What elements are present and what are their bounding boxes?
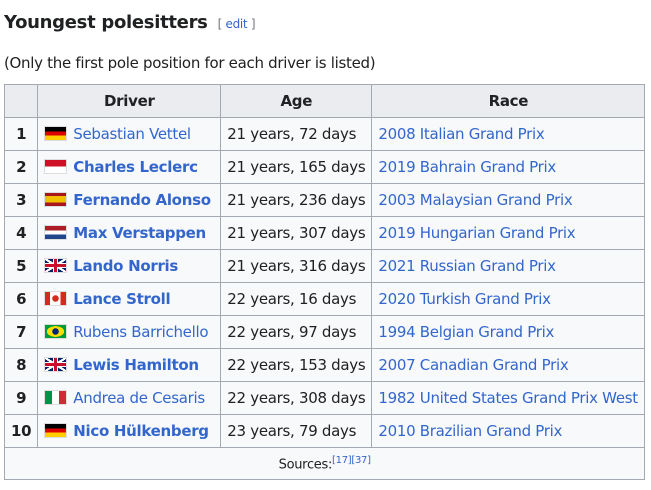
germany-flag-icon (44, 423, 68, 438)
sources-row: Sources:[17][37] (3, 447, 646, 480)
bracket: [ (217, 17, 226, 31)
header-age: Age (220, 84, 373, 118)
race-link[interactable]: 2008 Italian Grand Prix (378, 125, 545, 143)
driver-link[interactable]: Max Verstappen (73, 224, 206, 242)
race-link[interactable]: 2020 Turkish Grand Prix (378, 290, 551, 308)
driver-link[interactable]: Fernando Alonso (73, 191, 211, 209)
netherlands-flag-icon (44, 225, 68, 240)
race-cell: 2021 Russian Grand Prix (371, 249, 646, 283)
race-cell: 2020 Turkish Grand Prix (371, 282, 646, 316)
age-cell: 21 years, 165 days (220, 150, 373, 184)
driver-cell: Nico Hülkenberg (37, 414, 222, 448)
rank-cell: 9 (3, 381, 39, 415)
driver-link[interactable]: Lewis Hamilton (73, 356, 199, 374)
table-row: 9 Andrea de Cesaris 22 years, 308 days 1… (3, 381, 646, 415)
rank-cell: 6 (3, 282, 39, 316)
age-cell: 22 years, 308 days (220, 381, 373, 415)
sources-cell: Sources:[17][37] (3, 447, 646, 480)
united-kingdom-flag-icon (44, 357, 68, 372)
driver-link[interactable]: Lance Stroll (73, 290, 171, 308)
race-cell: 2008 Italian Grand Prix (371, 117, 646, 151)
age-cell: 21 years, 72 days (220, 117, 373, 151)
table-note: (Only the first pole position for each d… (4, 54, 376, 72)
header-driver: Driver (37, 84, 222, 118)
rank-cell: 2 (3, 150, 39, 184)
race-link[interactable]: 2007 Canadian Grand Prix (378, 356, 569, 374)
driver-cell: Lando Norris (37, 249, 222, 283)
table-row: 3 Fernando Alonso 21 years, 236 days 200… (3, 183, 646, 217)
rank-cell: 8 (3, 348, 39, 382)
brazil-flag-icon (44, 324, 68, 339)
table-row: 4 Max Verstappen 21 years, 307 days 2019… (3, 216, 646, 250)
bracket: ] (247, 17, 256, 31)
section-title: Youngest polesitters (4, 12, 208, 33)
driver-link[interactable]: Lando Norris (73, 257, 179, 275)
driver-cell: Fernando Alonso (37, 183, 222, 217)
driver-link[interactable]: Charles Leclerc (73, 158, 198, 176)
race-cell: 2003 Malaysian Grand Prix (371, 183, 646, 217)
driver-cell: Lance Stroll (37, 282, 222, 316)
table-row: 8 Lewis Hamilton 22 years, 153 days 2007… (3, 348, 646, 382)
race-cell: 1982 United States Grand Prix West (371, 381, 646, 415)
germany-flag-icon (44, 126, 68, 141)
driver-cell: Max Verstappen (37, 216, 222, 250)
header-row: Driver Age Race (3, 84, 646, 118)
driver-cell: Rubens Barrichello (37, 315, 222, 349)
rank-cell: 5 (3, 249, 39, 283)
age-cell: 22 years, 16 days (220, 282, 373, 316)
table-row: 2 Charles Leclerc 21 years, 165 days 201… (3, 150, 646, 184)
rank-cell: 1 (3, 117, 39, 151)
youngest-polesitters-table: Driver Age Race 1 Sebastian Vettel 21 ye… (3, 84, 646, 480)
age-cell: 22 years, 97 days (220, 315, 373, 349)
header-race: Race (371, 84, 646, 118)
age-cell: 21 years, 236 days (220, 183, 373, 217)
united-kingdom-flag-icon (44, 258, 68, 273)
rank-cell: 3 (3, 183, 39, 217)
race-link[interactable]: 1994 Belgian Grand Prix (378, 323, 555, 341)
race-link[interactable]: 2003 Malaysian Grand Prix (378, 191, 573, 209)
driver-link[interactable]: Rubens Barrichello (73, 323, 209, 341)
edit-link[interactable]: edit (225, 17, 248, 31)
rank-cell: 7 (3, 315, 39, 349)
reference-link[interactable]: [17] (332, 454, 352, 466)
driver-cell: Lewis Hamilton (37, 348, 222, 382)
race-cell: 2007 Canadian Grand Prix (371, 348, 646, 382)
rank-cell: 10 (3, 414, 39, 448)
driver-link[interactable]: Nico Hülkenberg (73, 422, 209, 440)
reference-link[interactable]: [37] (351, 454, 371, 466)
italy-flag-icon (44, 390, 68, 405)
table-row: 5 Lando Norris 21 years, 316 days 2021 R… (3, 249, 646, 283)
driver-cell: Andrea de Cesaris (37, 381, 222, 415)
age-cell: 22 years, 153 days (220, 348, 373, 382)
driver-cell: Sebastian Vettel (37, 117, 222, 151)
race-cell: 1994 Belgian Grand Prix (371, 315, 646, 349)
driver-link[interactable]: Sebastian Vettel (73, 125, 191, 143)
header-rank (3, 84, 39, 118)
driver-link[interactable]: Andrea de Cesaris (73, 389, 205, 407)
race-cell: 2019 Bahrain Grand Prix (371, 150, 646, 184)
table-row: 1 Sebastian Vettel 21 years, 72 days 200… (3, 117, 646, 151)
rank-cell: 4 (3, 216, 39, 250)
race-cell: 2010 Brazilian Grand Prix (371, 414, 646, 448)
race-link[interactable]: 2019 Bahrain Grand Prix (378, 158, 556, 176)
age-cell: 23 years, 79 days (220, 414, 373, 448)
age-cell: 21 years, 307 days (220, 216, 373, 250)
race-link[interactable]: 2019 Hungarian Grand Prix (378, 224, 576, 242)
section-heading: Youngest polesitters [ edit ] (4, 12, 256, 33)
table-row: 6 Lance Stroll 22 years, 16 days 2020 Tu… (3, 282, 646, 316)
edit-section: [ edit ] (218, 17, 256, 31)
race-link[interactable]: 2010 Brazilian Grand Prix (378, 422, 563, 440)
spain-flag-icon (44, 192, 68, 207)
race-link[interactable]: 1982 United States Grand Prix West (378, 389, 638, 407)
age-cell: 21 years, 316 days (220, 249, 373, 283)
race-link[interactable]: 2021 Russian Grand Prix (378, 257, 556, 275)
monaco-flag-icon (44, 159, 68, 174)
table-row: 7 Rubens Barrichello 22 years, 97 days 1… (3, 315, 646, 349)
canada-flag-icon (44, 291, 68, 306)
table-row: 10 Nico Hülkenberg 23 years, 79 days 201… (3, 414, 646, 448)
race-cell: 2019 Hungarian Grand Prix (371, 216, 646, 250)
sources-label: Sources: (278, 457, 333, 473)
driver-cell: Charles Leclerc (37, 150, 222, 184)
